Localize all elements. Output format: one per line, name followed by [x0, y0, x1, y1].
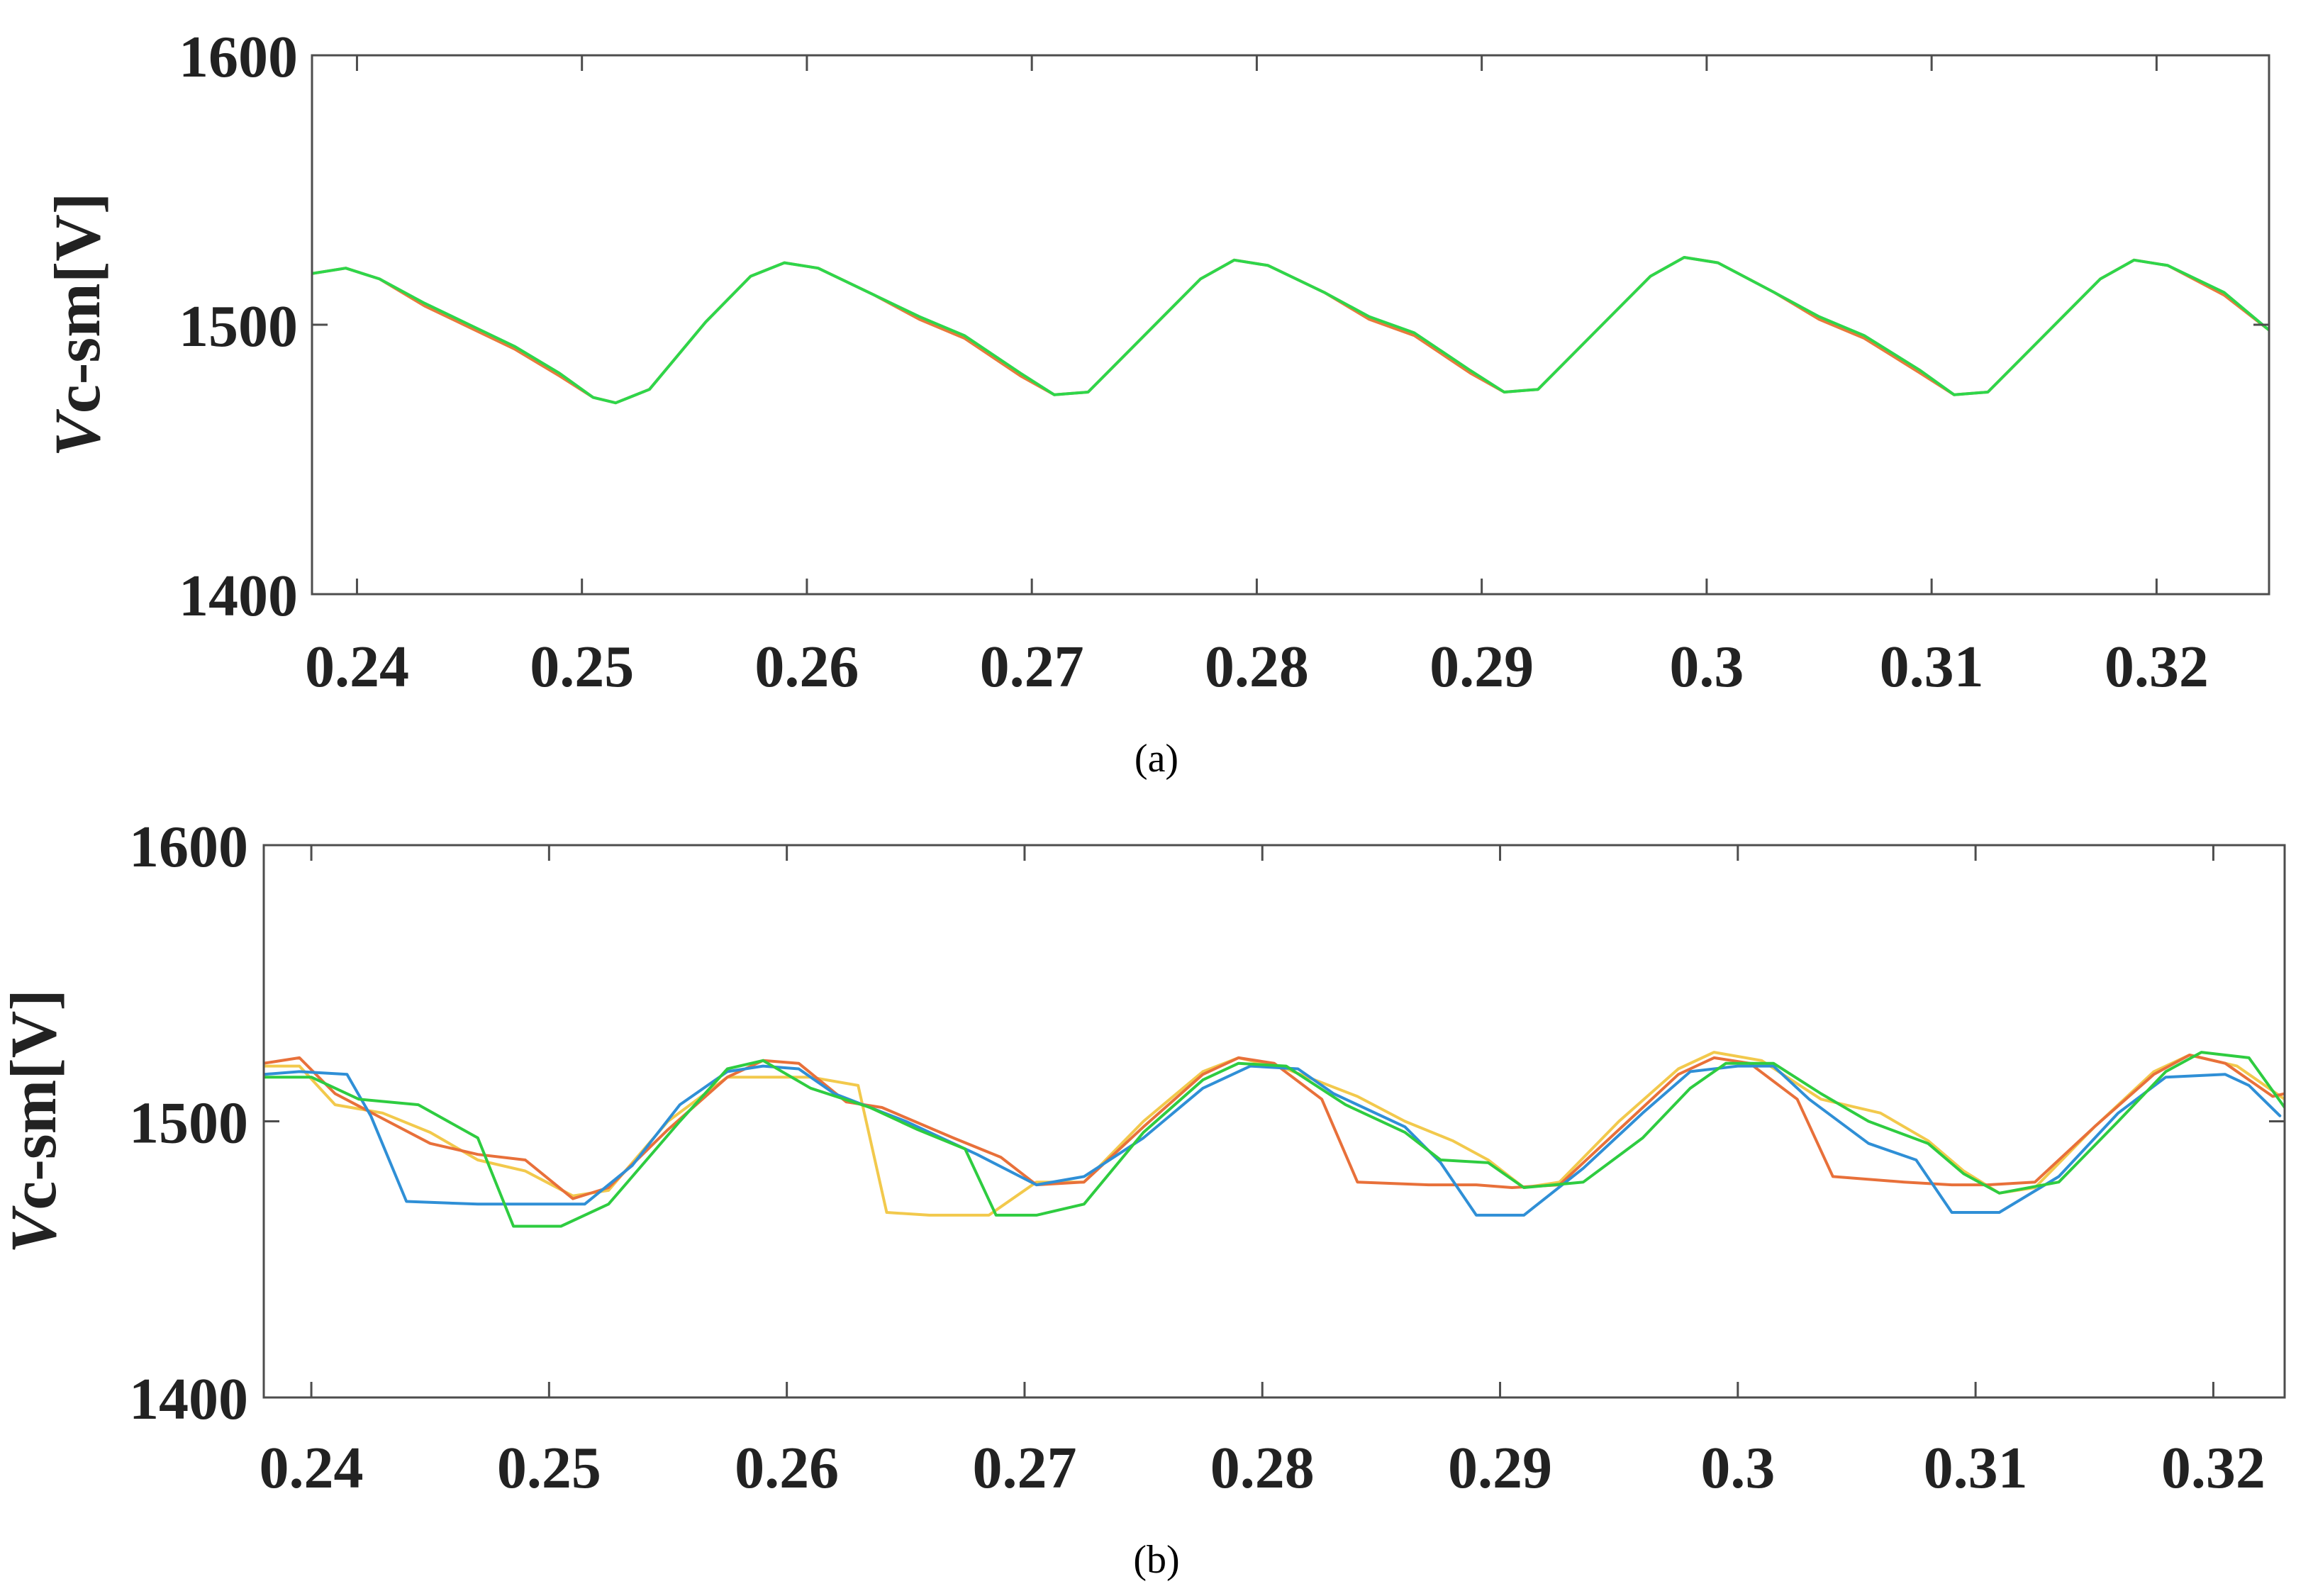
- y-axis-title: Vc-sm[V]: [41, 193, 113, 457]
- series-line-2: [264, 1054, 2285, 1200]
- x-tick-label: 0.25: [497, 1435, 601, 1501]
- x-tick-label: 0.31: [1924, 1435, 2028, 1501]
- x-tick-label: 0.26: [754, 634, 859, 700]
- y-tick-label: 1400: [179, 563, 298, 629]
- y-axis-title: Vc-sm[V]: [0, 989, 69, 1254]
- y-tick-label: 1600: [129, 814, 248, 880]
- x-tick-label: 0.26: [735, 1435, 839, 1501]
- x-tick-label: 0.32: [2161, 1435, 2265, 1501]
- chart-b: 0.24 0.25 0.26 0.27 0.28 0.29 0.3 0.31 0.32 1400 1…: [0, 814, 2286, 1582]
- caption-b: (b): [1133, 1538, 1179, 1582]
- x-tick-label: 0.29: [1429, 634, 1534, 700]
- y-tick-label: 1500: [129, 1090, 248, 1156]
- x-tick-label: 0.27: [980, 634, 1084, 700]
- y-axis-title-unit: c-sm[V]: [41, 193, 113, 414]
- series-line-3: [264, 1064, 2282, 1217]
- plot-area-a: 0.24 0.25 0.26 0.27 0.28 0.29 0.3 0.31 0.32 1400 1…: [41, 24, 2270, 700]
- x-tick-label: 0.28: [1205, 634, 1309, 700]
- y-tick-label: 1500: [179, 294, 298, 359]
- x-tick-label: 0.25: [530, 634, 634, 700]
- x-tick-label: 0.32: [2105, 634, 2209, 700]
- x-tick-label: 0.3: [1669, 634, 1744, 700]
- y-axis-title-symbol: V: [0, 1205, 69, 1254]
- chart-a: 0.24 0.25 0.26 0.27 0.28 0.29 0.3 0.31 0.32 1400 1…: [41, 24, 2270, 781]
- x-tick-label: 0.28: [1210, 1435, 1315, 1501]
- series-line-2: [312, 256, 2269, 405]
- y-tick-label: 1400: [129, 1366, 248, 1432]
- x-tick-label: 0.31: [1880, 634, 1984, 700]
- series-line-4: [264, 1051, 2285, 1228]
- x-tick-label: 0.24: [260, 1435, 364, 1501]
- caption-a: (a): [1135, 737, 1178, 781]
- x-tick-label: 0.24: [305, 634, 409, 700]
- x-tick-label: 0.29: [1448, 1435, 1552, 1501]
- x-tick-label: 0.3: [1700, 1435, 1775, 1501]
- x-tick-label: 0.27: [972, 1435, 1076, 1501]
- y-axis-title-unit: c-sm[V]: [0, 989, 69, 1210]
- plot-area-b: 0.24 0.25 0.26 0.27 0.28 0.29 0.3 0.31 0.32 1400 1…: [0, 814, 2286, 1501]
- y-tick-label: 1600: [179, 24, 298, 90]
- y-axis-title-symbol: V: [41, 409, 113, 457]
